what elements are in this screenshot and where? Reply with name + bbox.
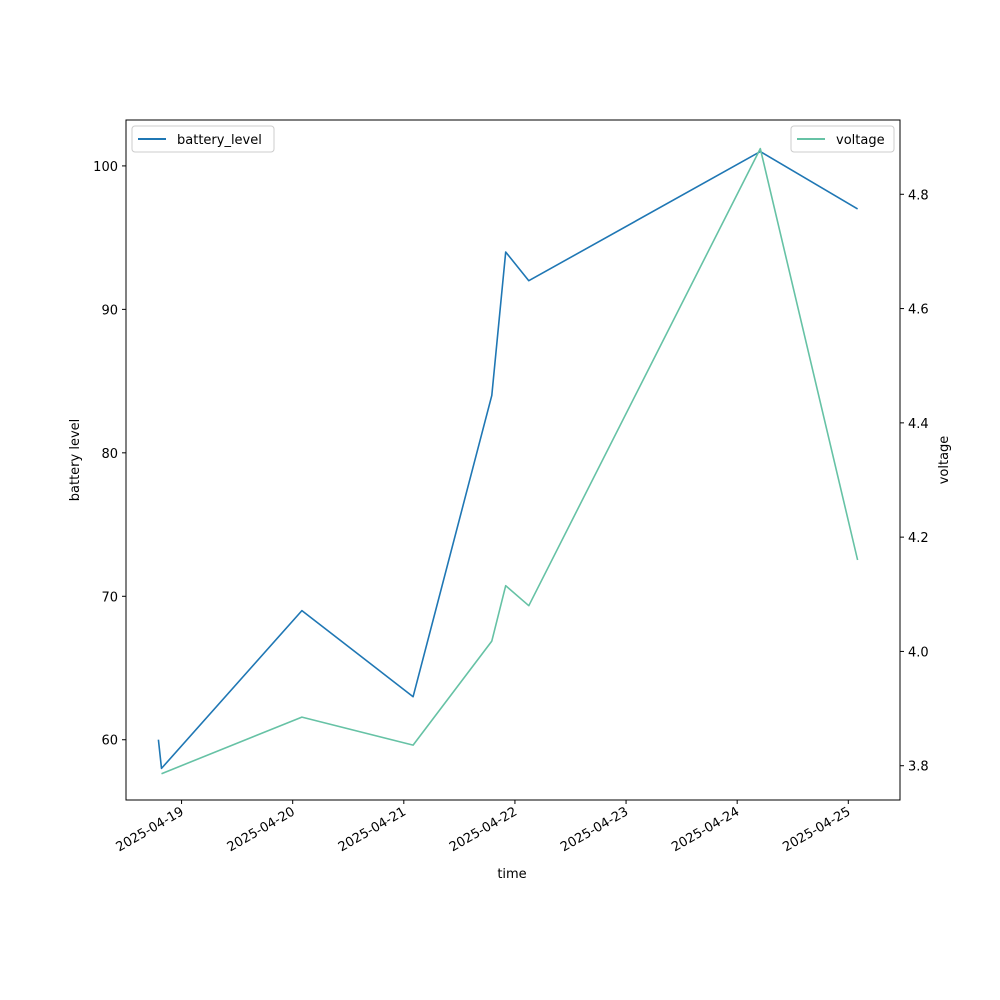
x-axis-label: time	[497, 867, 526, 882]
x-tick-label: 2025-04-19	[114, 804, 187, 855]
legend-right-label: voltage	[836, 133, 885, 148]
left-axis-label: battery level	[68, 419, 83, 502]
x-tick-label: 2025-04-22	[447, 804, 520, 855]
legend-left: battery_level	[131, 125, 275, 153]
plot-area	[126, 120, 900, 800]
left-tick-label: 100	[93, 160, 118, 175]
left-tick-label: 70	[101, 590, 118, 605]
x-tick-label: 2025-04-24	[669, 804, 742, 855]
x-tick-label: 2025-04-23	[558, 804, 631, 855]
right-axis: 3.8 4.0 4.2 4.4 4.6 4.8	[900, 188, 929, 775]
x-tick-label: 2025-04-21	[336, 804, 409, 855]
left-tick-label: 60	[101, 734, 118, 749]
series-line-voltage	[161, 147, 859, 775]
left-axis: 60 70 80 90 100	[93, 160, 126, 749]
x-tick-label: 2025-04-25	[780, 804, 853, 855]
legend-right: voltage	[790, 125, 895, 153]
left-tick-label: 80	[101, 447, 118, 462]
x-tick-label: 2025-04-20	[225, 804, 298, 855]
right-tick-label: 4.0	[908, 645, 929, 660]
right-tick-label: 4.8	[908, 188, 929, 203]
series-layer	[157, 147, 859, 775]
series-line-battery-level	[157, 150, 859, 770]
plot-frame	[125, 119, 901, 801]
right-tick-label: 4.6	[908, 303, 929, 318]
legend-left-label: battery_level	[177, 133, 262, 148]
x-axis: 2025-04-19 2025-04-20 2025-04-21 2025-04-22…	[114, 800, 853, 855]
right-tick-label: 3.8	[908, 760, 929, 775]
legend-left-box	[131, 125, 275, 153]
right-tick-label: 4.2	[908, 531, 929, 546]
legend-right-box	[790, 125, 895, 153]
left-tick-label: 90	[101, 303, 118, 318]
right-tick-label: 4.4	[908, 417, 929, 432]
right-axis-label: voltage	[937, 436, 952, 485]
